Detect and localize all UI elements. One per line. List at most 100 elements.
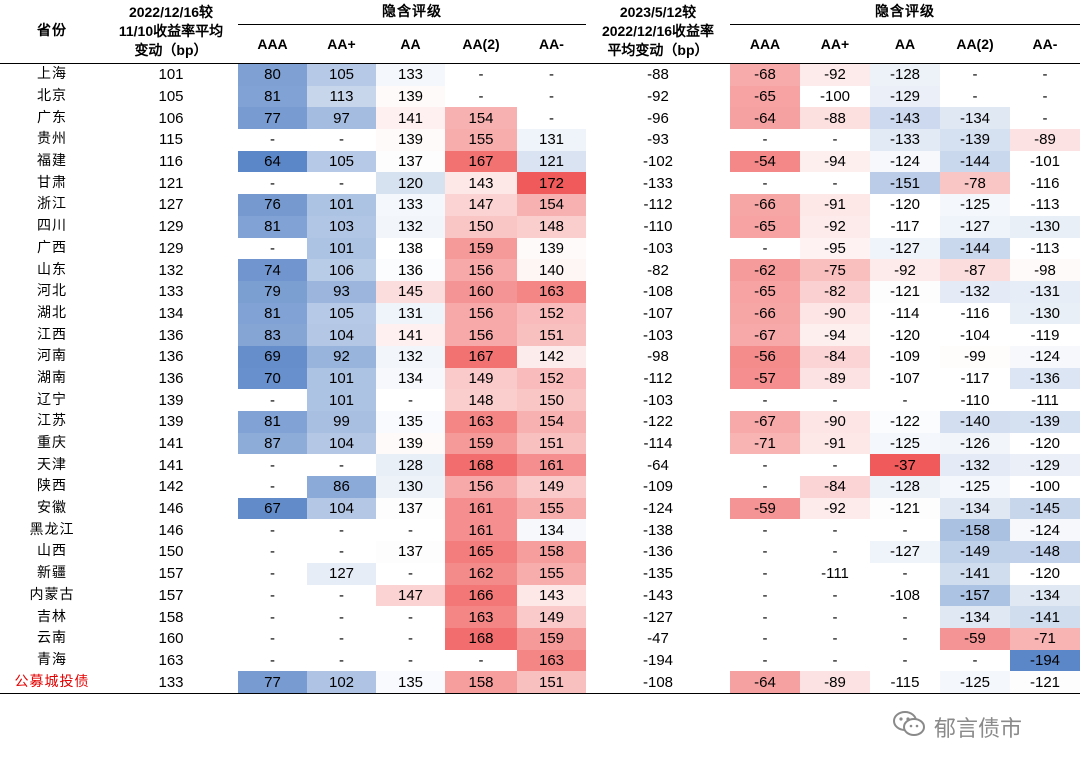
implied-rating-header-2: 隐含评级 xyxy=(730,0,1080,25)
table-row: 浙江 127 76 101 133 147 154 -112 -66 -91 -120 -125 -11… xyxy=(0,194,1080,216)
implied-rating-2-cell: -90 xyxy=(800,302,870,325)
implied-rating-1-cell: 135 xyxy=(376,671,445,694)
implied-rating-1-cell: 137 xyxy=(376,150,445,173)
rating-header-aa: AA xyxy=(894,35,916,52)
province-cell: 广西 xyxy=(37,239,67,256)
implied-rating-1-cell: 156 xyxy=(445,302,517,325)
change1-header: 2022/12/16较 11/10收益率平均 变动（bp） xyxy=(104,0,238,64)
implied-rating-2-cell: -121 xyxy=(870,280,940,303)
avg-change-1-cell: 129 xyxy=(158,239,184,257)
implied-rating-1-cell: 159 xyxy=(445,237,517,260)
implied-rating-1-cell: - xyxy=(270,630,275,648)
province-cell: 辽宁 xyxy=(37,391,67,408)
implied-rating-1-cell: 105 xyxy=(307,62,376,86)
implied-rating-2-cell: -143 xyxy=(870,107,940,130)
avg-change-2-cell: -98 xyxy=(647,348,669,366)
implied-rating-2-cell: -132 xyxy=(940,280,1010,303)
table-row: 广西 129 - 101 138 159 139 -103 - -95 -127 -144 -113 xyxy=(0,237,1080,260)
implied-rating-1-cell: 104 xyxy=(307,324,376,346)
implied-rating-1-cell: 162 xyxy=(445,562,517,585)
implied-rating-2-cell: -92 xyxy=(800,62,870,86)
rating-header-aaplus: AA+ xyxy=(327,35,356,52)
implied-rating-1-cell: 158 xyxy=(517,541,586,563)
implied-rating-1-cell: 143 xyxy=(517,584,586,607)
implied-rating-2-cell: -56 xyxy=(730,345,800,368)
implied-rating-1-cell: 97 xyxy=(307,107,376,130)
implied-rating-2-cell: - xyxy=(902,391,908,409)
implied-rating-1-cell: - xyxy=(339,630,344,648)
implied-rating-2-cell: -144 xyxy=(940,150,1010,173)
change1-header-line2: 11/10收益率平均 xyxy=(118,23,224,39)
implied-rating-2-cell: -78 xyxy=(940,172,1010,195)
implied-rating-1-cell: 149 xyxy=(517,476,586,498)
implied-rating-1-cell: 77 xyxy=(238,107,307,130)
implied-rating-1-cell: - xyxy=(270,391,275,409)
avg-change-1-cell: 106 xyxy=(158,109,184,127)
avg-change-1-cell: 160 xyxy=(158,630,184,648)
implied-rating-2-cell: -120 xyxy=(1010,562,1080,585)
implied-rating-2-cell: -121 xyxy=(1010,671,1080,694)
implied-rating-1-cell: 137 xyxy=(376,541,445,563)
province-cell: 河南 xyxy=(37,348,67,365)
implied-rating-header-1: 隐含评级 xyxy=(238,0,586,25)
avg-change-2-cell: -103 xyxy=(642,391,674,409)
implied-rating-2-cell: - xyxy=(762,456,768,474)
implied-rating-2-cell: - xyxy=(762,391,768,409)
implied-rating-2-cell: -59 xyxy=(940,627,1010,650)
implied-rating-1-cell: 159 xyxy=(517,627,586,650)
implied-rating-2-cell: - xyxy=(902,521,908,539)
implied-rating-1-cell: 147 xyxy=(445,194,517,216)
table-row: 江苏 139 81 99 135 163 154 -122 -67 -90 -122 -140 -139 xyxy=(0,411,1080,433)
implied-rating-2-cell: -108 xyxy=(870,584,940,607)
change1-header-line1: 2022/12/16较 xyxy=(128,4,214,20)
implied-rating-2-cell: - xyxy=(762,174,768,192)
table-row: 四川 129 81 103 132 150 148 -110 -65 -92 -117 -127 -13… xyxy=(0,215,1080,238)
implied-rating-1-cell: 141 xyxy=(376,324,445,346)
table-body: 上海 101 80 105 133- - -88 -68 -92 -128- - 北京 105 81 113… xyxy=(0,62,1080,694)
implied-rating-1-cell: 165 xyxy=(445,541,517,563)
table-row: 安徽 146 67 104 137 161 155 -124 -59 -92 -121 -134 -14… xyxy=(0,497,1080,520)
implied-rating-1-cell: 133 xyxy=(376,62,445,86)
implied-rating-2-cell: -127 xyxy=(940,215,1010,238)
implied-rating-2-cell: -116 xyxy=(940,302,1010,325)
implied-rating-2-cell: -134 xyxy=(940,606,1010,628)
implied-rating-2-cell: - xyxy=(902,651,908,669)
implied-rating-1-cell: 149 xyxy=(517,606,586,628)
implied-rating-1-cell: 163 xyxy=(517,280,586,303)
table-row: 湖北 134 81 105 131 156 152 -107 -66 -90 -114 -116 -13… xyxy=(0,302,1080,325)
implied-rating-1-cell: 167 xyxy=(445,345,517,368)
implied-rating-2-cell: -88 xyxy=(800,107,870,130)
implied-rating-1-cell: 130 xyxy=(376,476,445,498)
implied-rating-2-cell: - xyxy=(832,630,838,648)
avg-change-1-cell: 134 xyxy=(158,304,184,322)
implied-rating-2-cell: -131 xyxy=(1010,280,1080,303)
province-cell: 湖北 xyxy=(37,304,67,321)
implied-rating-1-cell: - xyxy=(478,88,484,106)
implied-rating-1-cell: 80 xyxy=(238,62,307,86)
implied-rating-2-cell: - xyxy=(762,565,768,583)
implied-rating-2-cell: -92 xyxy=(800,497,870,520)
implied-rating-1-cell: 86 xyxy=(307,476,376,498)
implied-rating-2-cell: - xyxy=(902,608,908,626)
avg-change-1-cell: 105 xyxy=(158,88,184,106)
implied-rating-1-cell: 151 xyxy=(517,324,586,346)
implied-rating-1-cell: 105 xyxy=(307,150,376,173)
implied-rating-2-cell: -119 xyxy=(1010,324,1080,346)
province-header: 省份 xyxy=(37,23,67,39)
table-row: 广东 106 77 97 141 154 - -96 -64 -88 -143 -134 - xyxy=(0,107,1080,130)
implied-rating-1-cell: 152 xyxy=(517,367,586,390)
implied-rating-1-cell: 167 xyxy=(445,150,517,173)
implied-rating-1-cell: 81 xyxy=(238,85,307,108)
implied-rating-2-cell: -84 xyxy=(800,476,870,498)
implied-rating-1-cell: 121 xyxy=(517,150,586,173)
implied-rating-1-cell: 79 xyxy=(238,280,307,303)
change1-header-line3: 变动（bp） xyxy=(134,42,208,58)
implied-rating-2-cell: -59 xyxy=(730,497,800,520)
implied-rating-1-cell: 138 xyxy=(376,237,445,260)
implied-rating-1-cell: 102 xyxy=(307,671,376,694)
avg-change-1-cell: 141 xyxy=(158,435,184,453)
implied-rating-2-cell: - xyxy=(832,651,838,669)
implied-rating-2-cell: -132 xyxy=(940,454,1010,477)
implied-rating-2-cell: -125 xyxy=(870,432,940,455)
avg-change-2-cell: -133 xyxy=(642,174,674,192)
